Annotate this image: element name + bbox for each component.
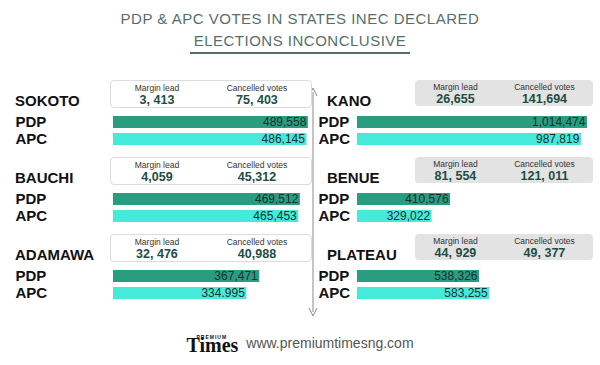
svg-text:PDP: PDP [16, 267, 47, 284]
html-text:Margin lead: Margin lead [134, 237, 180, 247]
html-text:121, 011: 121, 011 [520, 169, 569, 183]
html-text:Margin lead: Margin lead [134, 160, 180, 170]
svg-text:367,471: 367,471 [214, 269, 258, 283]
html-text:Cancelled votes: Cancelled votes [226, 237, 288, 247]
svg-text:329,022: 329,022 [387, 209, 431, 223]
svg-text:PDP: PDP [16, 190, 47, 207]
html-text:32, 476: 32, 476 [136, 247, 178, 261]
svg-text:PDP: PDP [16, 113, 47, 130]
svg-text:APC: APC [16, 130, 48, 147]
svg-text:PDP: PDP [319, 190, 350, 207]
svg-text:APC: APC [16, 284, 48, 301]
svg-text:469,512: 469,512 [255, 192, 299, 206]
html-text:4,059: 4,059 [141, 170, 173, 184]
html-text:Margin lead: Margin lead [134, 83, 180, 93]
html-text:ADAMAWA: ADAMAWA [15, 246, 95, 263]
html-text:KANO: KANO [327, 92, 372, 109]
html-text:81, 554: 81, 554 [434, 169, 477, 183]
html-text:SOKOTO: SOKOTO [15, 92, 80, 109]
html-text:PDP & APC VOTES IN STATES INEC: PDP & APC VOTES IN STATES INEC DECLARED [120, 10, 480, 27]
svg-text:334.995: 334.995 [201, 286, 245, 300]
html-text:Cancelled votes: Cancelled votes [514, 82, 575, 92]
svg-text:PDP: PDP [319, 267, 350, 284]
svg-text:410,576: 410,576 [405, 192, 449, 206]
svg-text:486,145: 486,145 [262, 132, 306, 146]
html-text:49, 377: 49, 377 [523, 246, 566, 260]
svg-text:465,453: 465,453 [253, 209, 297, 223]
svg-text:538,326: 538,326 [434, 269, 478, 283]
html-text:Margin lead: Margin lead [433, 236, 478, 246]
html-text:Cancelled votes: Cancelled votes [226, 83, 288, 93]
svg-text:489,558: 489,558 [263, 115, 307, 129]
svg-text:APC: APC [16, 207, 48, 224]
html-text:3, 413: 3, 413 [139, 93, 175, 107]
html-text:40,988: 40,988 [237, 247, 277, 261]
html-text:Times www.premiumtimesng.com: Times www.premiumtimesng.com [186, 334, 414, 356]
svg-text:987,819: 987,819 [536, 132, 580, 146]
html-text:Margin lead: Margin lead [433, 82, 478, 92]
html-text:BENUE: BENUE [327, 169, 380, 186]
svg-text:APC: APC [319, 130, 351, 147]
html-text:Cancelled votes: Cancelled votes [514, 236, 575, 246]
html-text:Margin lead: Margin lead [433, 159, 478, 169]
html-text:Cancelled votes: Cancelled votes [514, 159, 575, 169]
html-text:44, 929: 44, 929 [434, 246, 477, 260]
html-text:ELECTIONS INCONCLUSIVE: ELECTIONS INCONCLUSIVE [193, 32, 407, 49]
svg-text:PDP: PDP [319, 113, 350, 130]
html-text:75, 403: 75, 403 [236, 93, 278, 107]
html-text:26,655: 26,655 [436, 92, 475, 106]
html-text:Cancelled votes: Cancelled votes [226, 160, 288, 170]
html-text:BAUCHI: BAUCHI [15, 169, 74, 186]
svg-text:583,255: 583,255 [444, 286, 488, 300]
html-text:PREMIUM: PREMIUM [196, 334, 228, 340]
html-text:141,694: 141,694 [521, 92, 568, 106]
html-text:PLATEAU: PLATEAU [327, 246, 397, 263]
svg-text:APC: APC [319, 207, 351, 224]
html-text:45,312: 45,312 [237, 170, 277, 184]
svg-text:1,014,474: 1,014,474 [532, 115, 586, 129]
svg-text:APC: APC [319, 284, 351, 301]
